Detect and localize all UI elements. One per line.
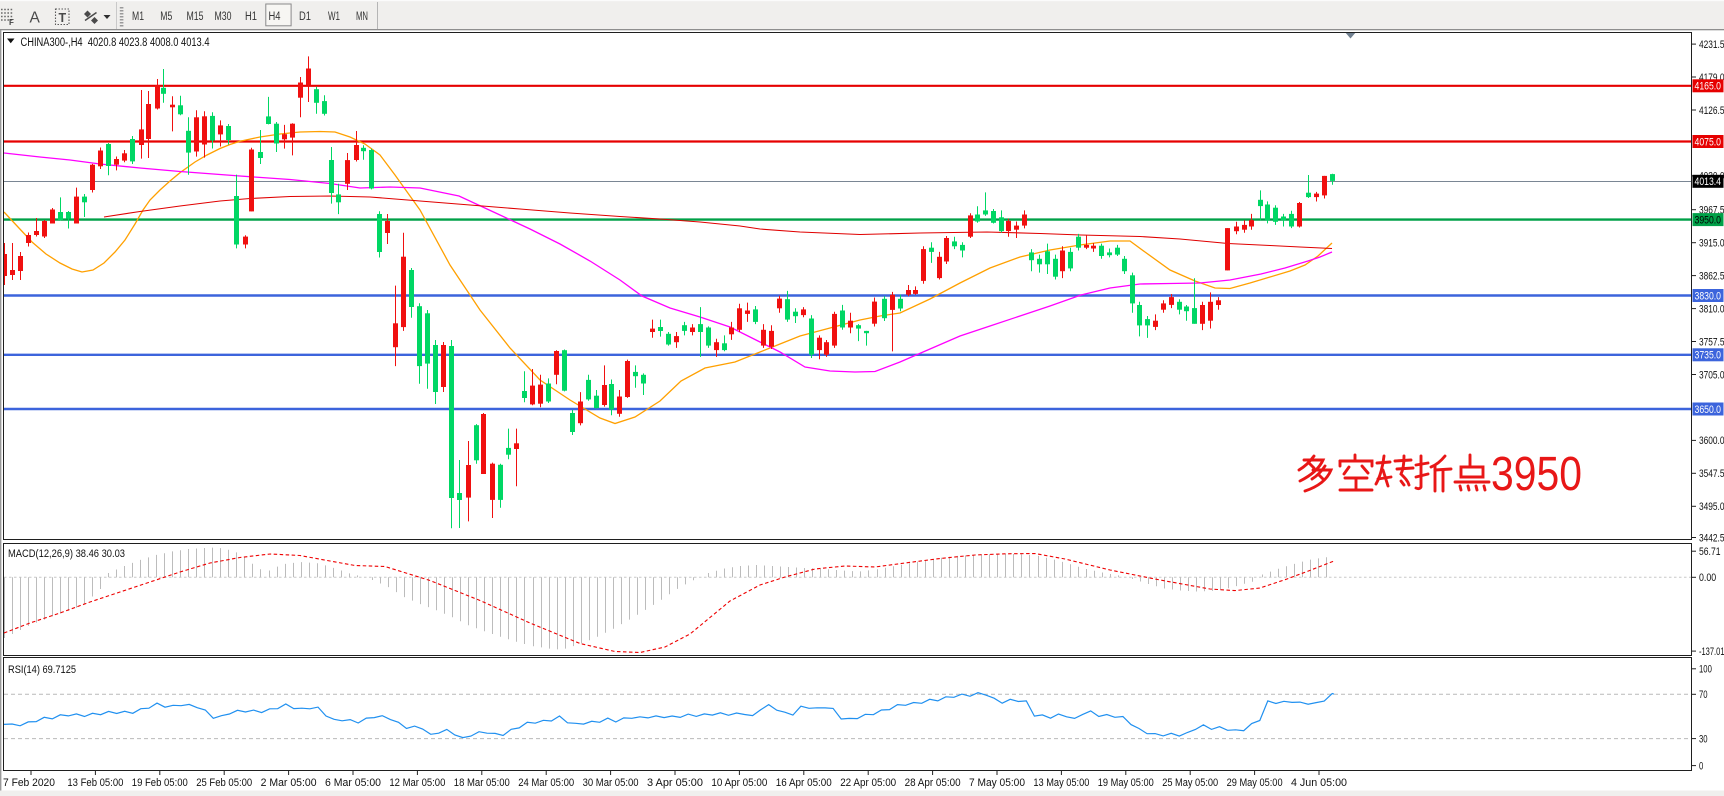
svg-text:M30: M30 bbox=[215, 11, 232, 23]
svg-text:3495.0: 3495.0 bbox=[1699, 501, 1724, 513]
svg-text:3650.0: 3650.0 bbox=[1695, 404, 1722, 416]
svg-text:W1: W1 bbox=[328, 11, 340, 23]
svg-text:M15: M15 bbox=[187, 11, 204, 23]
svg-text:4126.5: 4126.5 bbox=[1699, 105, 1724, 117]
svg-text:A: A bbox=[30, 10, 41, 27]
svg-text:4165.0: 4165.0 bbox=[1695, 81, 1722, 93]
svg-text:100: 100 bbox=[1699, 664, 1712, 676]
svg-text:M5: M5 bbox=[160, 11, 172, 23]
svg-text:3862.5: 3862.5 bbox=[1699, 270, 1724, 282]
svg-text:4075.0: 4075.0 bbox=[1695, 136, 1722, 148]
svg-text:56.71: 56.71 bbox=[1699, 546, 1721, 558]
svg-text:7 May 05:00: 7 May 05:00 bbox=[969, 777, 1025, 789]
svg-text:4013.4: 4013.4 bbox=[1695, 176, 1722, 188]
svg-text:70: 70 bbox=[1699, 689, 1708, 701]
svg-text:3950.0: 3950.0 bbox=[1695, 214, 1722, 226]
svg-text:MN: MN bbox=[356, 11, 368, 23]
svg-text:22 Apr 05:00: 22 Apr 05:00 bbox=[840, 777, 896, 789]
svg-text:25 Feb 05:00: 25 Feb 05:00 bbox=[196, 777, 252, 789]
svg-text:3 Apr 05:00: 3 Apr 05:00 bbox=[647, 777, 703, 789]
svg-text:M1: M1 bbox=[132, 11, 144, 23]
svg-text:D1: D1 bbox=[299, 11, 311, 23]
svg-text:4231.5: 4231.5 bbox=[1699, 39, 1724, 51]
svg-text:-137.01: -137.01 bbox=[1699, 646, 1724, 658]
svg-text:3735.0: 3735.0 bbox=[1695, 350, 1722, 362]
svg-text:13 May 05:00: 13 May 05:00 bbox=[1033, 777, 1089, 789]
svg-text:RSI(14) 69.7125: RSI(14) 69.7125 bbox=[8, 664, 76, 676]
svg-text:3950: 3950 bbox=[1491, 448, 1582, 501]
svg-text:16 Apr 05:00: 16 Apr 05:00 bbox=[776, 777, 832, 789]
svg-text:H1: H1 bbox=[245, 11, 257, 23]
svg-text:10 Apr 05:00: 10 Apr 05:00 bbox=[711, 777, 767, 789]
svg-text:H4: H4 bbox=[269, 11, 281, 23]
svg-text:0: 0 bbox=[1699, 760, 1703, 772]
svg-text:13 Feb 05:00: 13 Feb 05:00 bbox=[67, 777, 123, 789]
svg-text:3705.0: 3705.0 bbox=[1699, 369, 1724, 381]
svg-text:3600.0: 3600.0 bbox=[1699, 435, 1724, 447]
svg-text:3830.0: 3830.0 bbox=[1695, 290, 1722, 302]
svg-text:0.00: 0.00 bbox=[1699, 572, 1716, 584]
svg-text:F: F bbox=[9, 18, 14, 27]
svg-text:28 Apr 05:00: 28 Apr 05:00 bbox=[905, 777, 961, 789]
svg-text:24 Mar 05:00: 24 Mar 05:00 bbox=[518, 777, 574, 789]
svg-text:CHINA300-,H4 4020.8 4023.8 40: CHINA300-,H4 4020.8 4023.8 4008.0 4013.4 bbox=[21, 35, 210, 49]
svg-text:3547.5: 3547.5 bbox=[1699, 468, 1724, 480]
svg-text:30: 30 bbox=[1699, 733, 1708, 745]
svg-text:19 May 05:00: 19 May 05:00 bbox=[1098, 777, 1154, 789]
svg-text:19 Feb 05:00: 19 Feb 05:00 bbox=[132, 777, 188, 789]
svg-text:18 Mar 05:00: 18 Mar 05:00 bbox=[454, 777, 510, 789]
svg-text:T: T bbox=[59, 11, 67, 25]
svg-text:25 May 05:00: 25 May 05:00 bbox=[1162, 777, 1218, 789]
svg-text:30 Mar 05:00: 30 Mar 05:00 bbox=[583, 777, 639, 789]
svg-text:4 Jun 05:00: 4 Jun 05:00 bbox=[1291, 777, 1347, 789]
svg-text:3757.5: 3757.5 bbox=[1699, 336, 1724, 348]
svg-text:29 May 05:00: 29 May 05:00 bbox=[1227, 777, 1283, 789]
svg-text:3810.0: 3810.0 bbox=[1699, 303, 1724, 315]
svg-text:3442.5: 3442.5 bbox=[1699, 532, 1724, 544]
svg-text:2 Mar 05:00: 2 Mar 05:00 bbox=[261, 777, 317, 789]
svg-text:3915.0: 3915.0 bbox=[1699, 238, 1724, 250]
svg-text:12 Mar 05:00: 12 Mar 05:00 bbox=[389, 777, 445, 789]
svg-text:MACD(12,26,9) 38.46 30.03: MACD(12,26,9) 38.46 30.03 bbox=[8, 548, 125, 560]
svg-text:7 Feb 2020: 7 Feb 2020 bbox=[3, 777, 55, 789]
svg-text:6 Mar 05:00: 6 Mar 05:00 bbox=[325, 777, 381, 789]
